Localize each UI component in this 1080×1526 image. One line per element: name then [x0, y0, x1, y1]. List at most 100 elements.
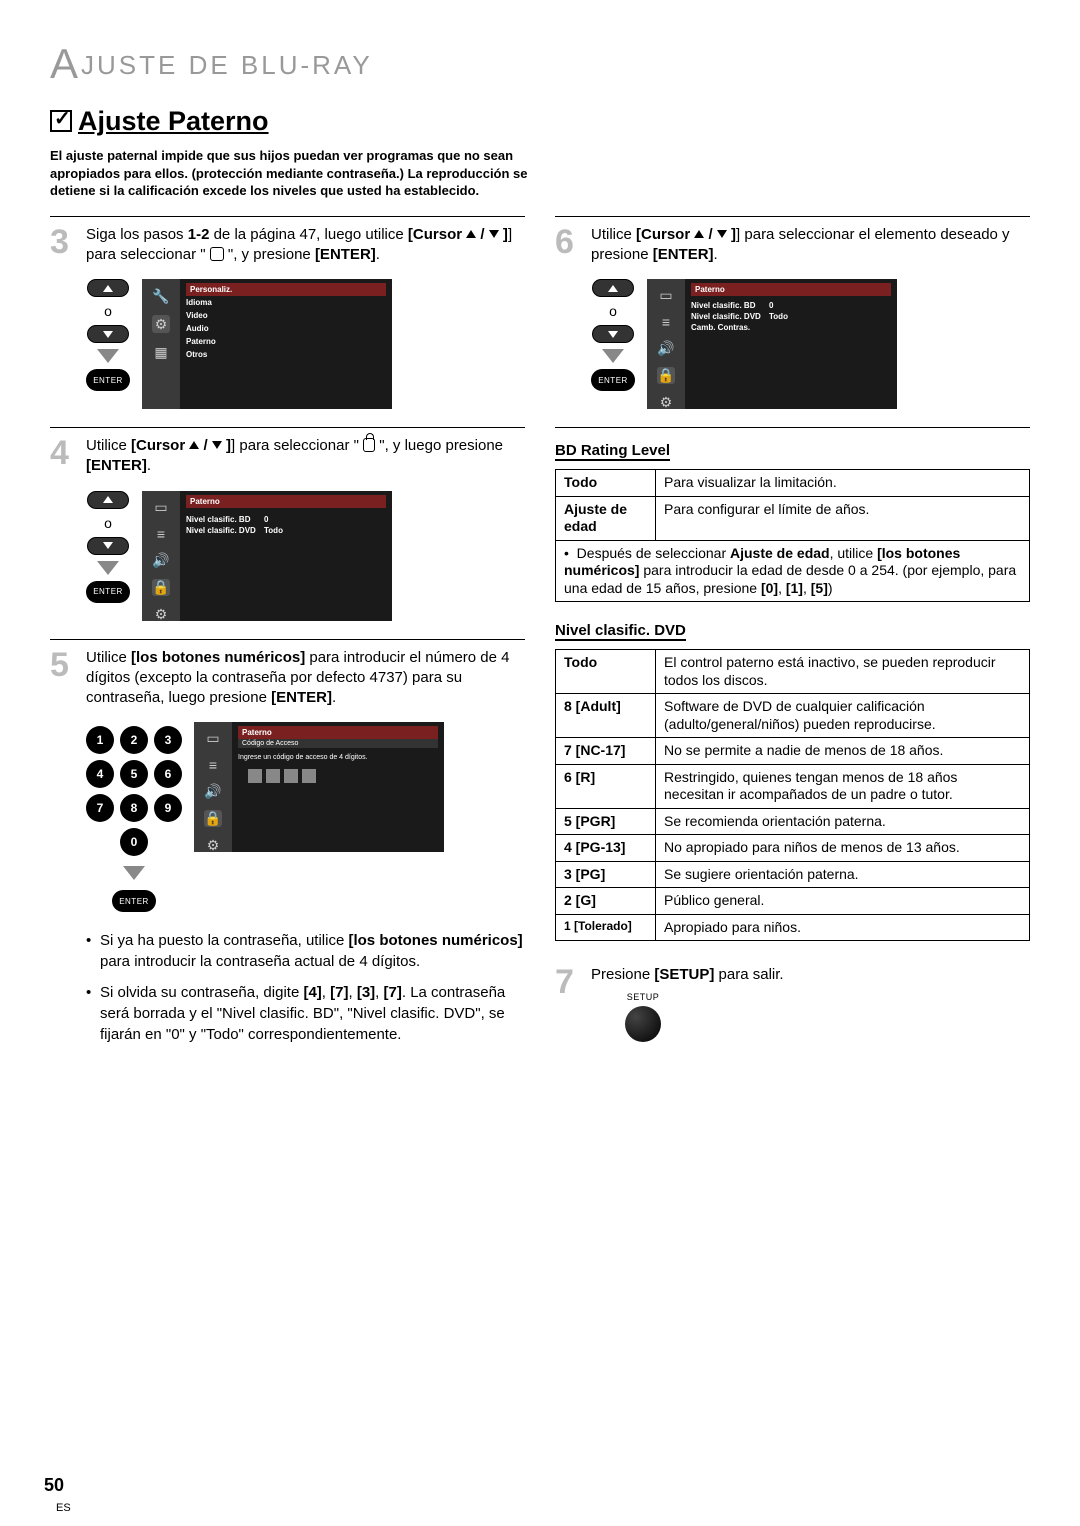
step-3: 3 Siga los pasos 1-2 de la página 47, lu… — [50, 216, 525, 266]
step-number: 3 — [50, 225, 80, 266]
step-body: Presione [SETUP] para salir. SETUP — [591, 965, 1030, 1041]
display-icon: ▭ — [204, 730, 222, 747]
numkey-8: 8 — [120, 794, 148, 822]
lock-icon: 🔒 — [152, 579, 170, 596]
tv-menu-item: Video — [186, 309, 386, 322]
arrow-down-icon — [717, 230, 727, 238]
display-icon: ▭ — [152, 499, 170, 516]
table-row: • Después de seleccionar Ajuste de edad,… — [556, 540, 1030, 602]
table-row: Ajuste de edadPara configurar el límite … — [556, 496, 1030, 540]
tv-row: Camb. Contras. — [691, 322, 891, 333]
sliders-icon: ⚙ — [152, 315, 170, 333]
step-body: Utilice [los botones numéricos] para int… — [86, 648, 525, 709]
gear-icon: ⚙ — [152, 606, 170, 623]
right-column: 6 Utilice [Cursor / ]] para seleccionar … — [555, 216, 1030, 1056]
table-row: 2 [G]Público general. — [556, 888, 1030, 915]
numkey-2: 2 — [120, 726, 148, 754]
list-icon: ≡ — [152, 526, 170, 542]
remote-down-button — [87, 325, 129, 343]
tv-row: Nivel clasific. DVDTodo — [691, 311, 891, 322]
wrench-icon: 🔧 — [152, 287, 170, 305]
display-icon: ▭ — [657, 287, 675, 304]
table-row: 1 [Tolerado]Apropiado para niños. — [556, 914, 1030, 941]
arrow-down-icon — [489, 230, 499, 238]
tv-row: Nivel clasific. BD0 — [691, 300, 891, 311]
tv-row: Nivel clasific. BD0 — [186, 514, 386, 525]
sliders-icon — [210, 247, 224, 261]
step-7: 7 Presione [SETUP] para salir. SETUP — [555, 957, 1030, 1041]
remote-col: o ENTER — [591, 279, 635, 409]
step-number: 4 — [50, 436, 80, 477]
flow-arrow-icon — [97, 561, 119, 575]
check-icon — [50, 110, 72, 132]
remote-divider: o — [104, 515, 112, 531]
table-row: 8 [Adult]Software de DVD de cualquier ca… — [556, 694, 1030, 738]
numkey-7: 7 — [86, 794, 114, 822]
remote-down-button — [87, 537, 129, 555]
remote-divider: o — [609, 303, 617, 319]
tv-msg: Ingrese un código de acceso de 4 dígitos… — [238, 752, 438, 763]
remote-up-button — [87, 279, 129, 297]
bd-table: TodoPara visualizar la limitación. Ajust… — [555, 469, 1030, 602]
speaker-icon: 🔊 — [152, 552, 170, 569]
lock-icon: 🔒 — [657, 367, 675, 384]
speaker-icon: 🔊 — [204, 783, 222, 800]
step-6-visual: o ENTER ▭ ≡ 🔊 🔒 ⚙ Paterno Nivel clasific… — [591, 279, 1030, 409]
list-icon: ≡ — [657, 314, 675, 330]
table-row: 3 [PG]Se sugiere orientación paterna. — [556, 861, 1030, 888]
dvd-section: Nivel clasific. DVD TodoEl control pater… — [555, 618, 1030, 941]
step-number: 5 — [50, 648, 80, 709]
remote-enter-button: ENTER — [591, 369, 635, 391]
page-header: AJUSTE DE BLU-RAY — [50, 40, 1030, 88]
remote-down-button — [592, 325, 634, 343]
remote-divider: o — [104, 303, 112, 319]
lock-icon: 🔒 — [204, 810, 222, 827]
bd-section: BD Rating Level TodoPara visualizar la l… — [555, 427, 1030, 602]
numkey-0: 0 — [120, 828, 148, 856]
header-drop-cap: A — [50, 40, 81, 87]
table-row: 4 [PG-13]No apropiado para niños de meno… — [556, 835, 1030, 862]
tv-menu-item: Audio — [186, 322, 386, 335]
step-body: Utilice [Cursor / ]] para seleccionar " … — [86, 436, 525, 477]
intro-text: El ajuste paternal impide que sus hijos … — [50, 147, 570, 200]
tv-title: Paterno — [238, 726, 438, 739]
tv-menu-item: Idioma — [186, 296, 386, 309]
gear-icon: ⚙ — [204, 837, 222, 854]
table-row: 6 [R]Restringido, quienes tengan menos d… — [556, 764, 1030, 808]
flow-arrow-icon — [123, 866, 145, 880]
numkey-4: 4 — [86, 760, 114, 788]
remote-enter-button: ENTER — [112, 890, 156, 912]
lock-icon — [363, 438, 375, 452]
remote-up-button — [87, 491, 129, 509]
numkey-6: 6 — [154, 760, 182, 788]
tv-title: Personaliz. — [186, 283, 386, 296]
step-5-notes: Si ya ha puesto la contraseña, utilice [… — [86, 930, 525, 1045]
tv-menu-item: Otros — [186, 348, 386, 361]
remote-up-button — [592, 279, 634, 297]
note-item: Si olvida su contraseña, digite [4], [7]… — [86, 982, 525, 1045]
remote-enter-button: ENTER — [86, 369, 130, 391]
arrow-up-icon — [694, 230, 704, 238]
section-title: Ajuste Paterno — [50, 106, 1030, 137]
tv-row: Nivel clasific. DVDTodo — [186, 525, 386, 536]
tv-screen-4: ▭ ≡ 🔊 🔒 ⚙ Paterno Nivel clasific. BD0 Ni… — [142, 491, 392, 621]
arrow-up-icon — [466, 230, 476, 238]
tv-sidebar: 🔧 ⚙ ▦ — [142, 279, 180, 409]
gear-icon: ⚙ — [657, 394, 675, 411]
tv-title: Paterno — [186, 495, 386, 508]
arrow-up-icon — [189, 441, 199, 449]
step-5: 5 Utilice [los botones numéricos] para i… — [50, 639, 525, 709]
remote-col: o ENTER — [86, 279, 130, 409]
setup-button-visual: SETUP — [621, 991, 665, 1041]
photo-icon: ▦ — [152, 343, 170, 361]
tv-title: Paterno — [691, 283, 891, 296]
step-number: 6 — [555, 225, 585, 266]
remote-numpad: 1 2 3 4 5 6 7 8 9 0 — [86, 726, 182, 856]
dvd-heading: Nivel clasific. DVD — [555, 622, 686, 641]
tv-sidebar: ▭ ≡ 🔊 🔒 ⚙ — [194, 722, 232, 852]
note-item: Si ya ha puesto la contraseña, utilice [… — [86, 930, 525, 972]
setup-button — [625, 1006, 661, 1042]
bd-heading: BD Rating Level — [555, 442, 670, 461]
remote-enter-button: ENTER — [86, 581, 130, 603]
dvd-table: TodoEl control paterno está inactivo, se… — [555, 649, 1030, 941]
